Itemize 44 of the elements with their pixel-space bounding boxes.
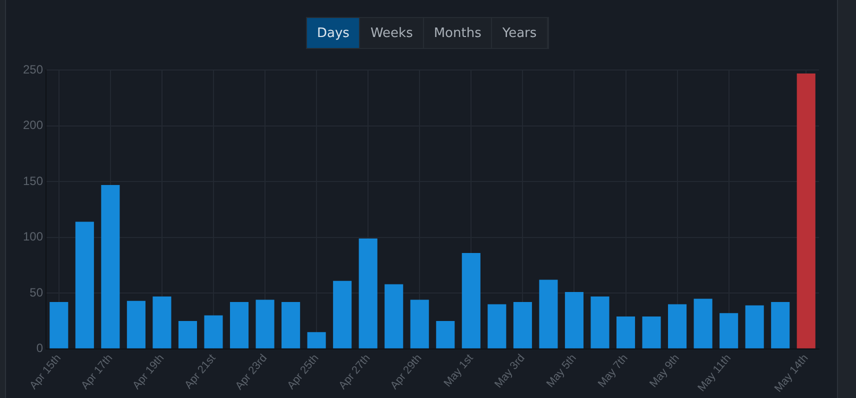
bar xyxy=(590,296,610,348)
x-tick-label: Apr 17th xyxy=(79,352,116,392)
y-tick-label: 150 xyxy=(22,174,44,188)
text: Months xyxy=(424,18,492,48)
bar xyxy=(101,185,120,348)
x-tick-label: Apr 29th xyxy=(388,352,424,392)
text: Years xyxy=(492,18,548,48)
bar xyxy=(771,302,790,348)
x-tick-label: Apr 27th xyxy=(336,352,373,392)
y-tick-label: 100 xyxy=(22,230,44,244)
bar xyxy=(642,316,661,348)
bar xyxy=(436,320,455,348)
bar xyxy=(513,302,532,348)
bar xyxy=(410,300,429,348)
bar xyxy=(50,302,68,348)
bar xyxy=(564,292,584,348)
bar xyxy=(796,74,816,348)
bar xyxy=(462,253,480,348)
x-tick-label: Apr 25th xyxy=(285,352,322,392)
text: Weeks xyxy=(360,18,424,48)
y-tick-label: 50 xyxy=(30,285,44,300)
bar xyxy=(256,300,274,348)
bar xyxy=(720,313,738,348)
bar xyxy=(178,320,198,348)
bar xyxy=(75,222,94,348)
bar xyxy=(307,332,326,348)
x-tick-label: Apr 19th xyxy=(130,352,167,392)
bar xyxy=(126,300,146,348)
bar xyxy=(282,302,300,348)
bar xyxy=(384,284,404,348)
bar xyxy=(204,315,223,348)
bar xyxy=(333,280,352,348)
bar xyxy=(358,238,378,348)
bar xyxy=(230,302,249,348)
bar xyxy=(539,280,558,348)
bar xyxy=(668,304,687,348)
bar xyxy=(152,296,172,348)
bar xyxy=(488,304,506,348)
text: Days xyxy=(307,18,360,48)
bar xyxy=(694,298,712,348)
y-tick-label: 200 xyxy=(22,118,44,132)
bar xyxy=(616,316,636,348)
bar xyxy=(745,305,764,348)
y-tick-label: 250 xyxy=(22,62,44,77)
